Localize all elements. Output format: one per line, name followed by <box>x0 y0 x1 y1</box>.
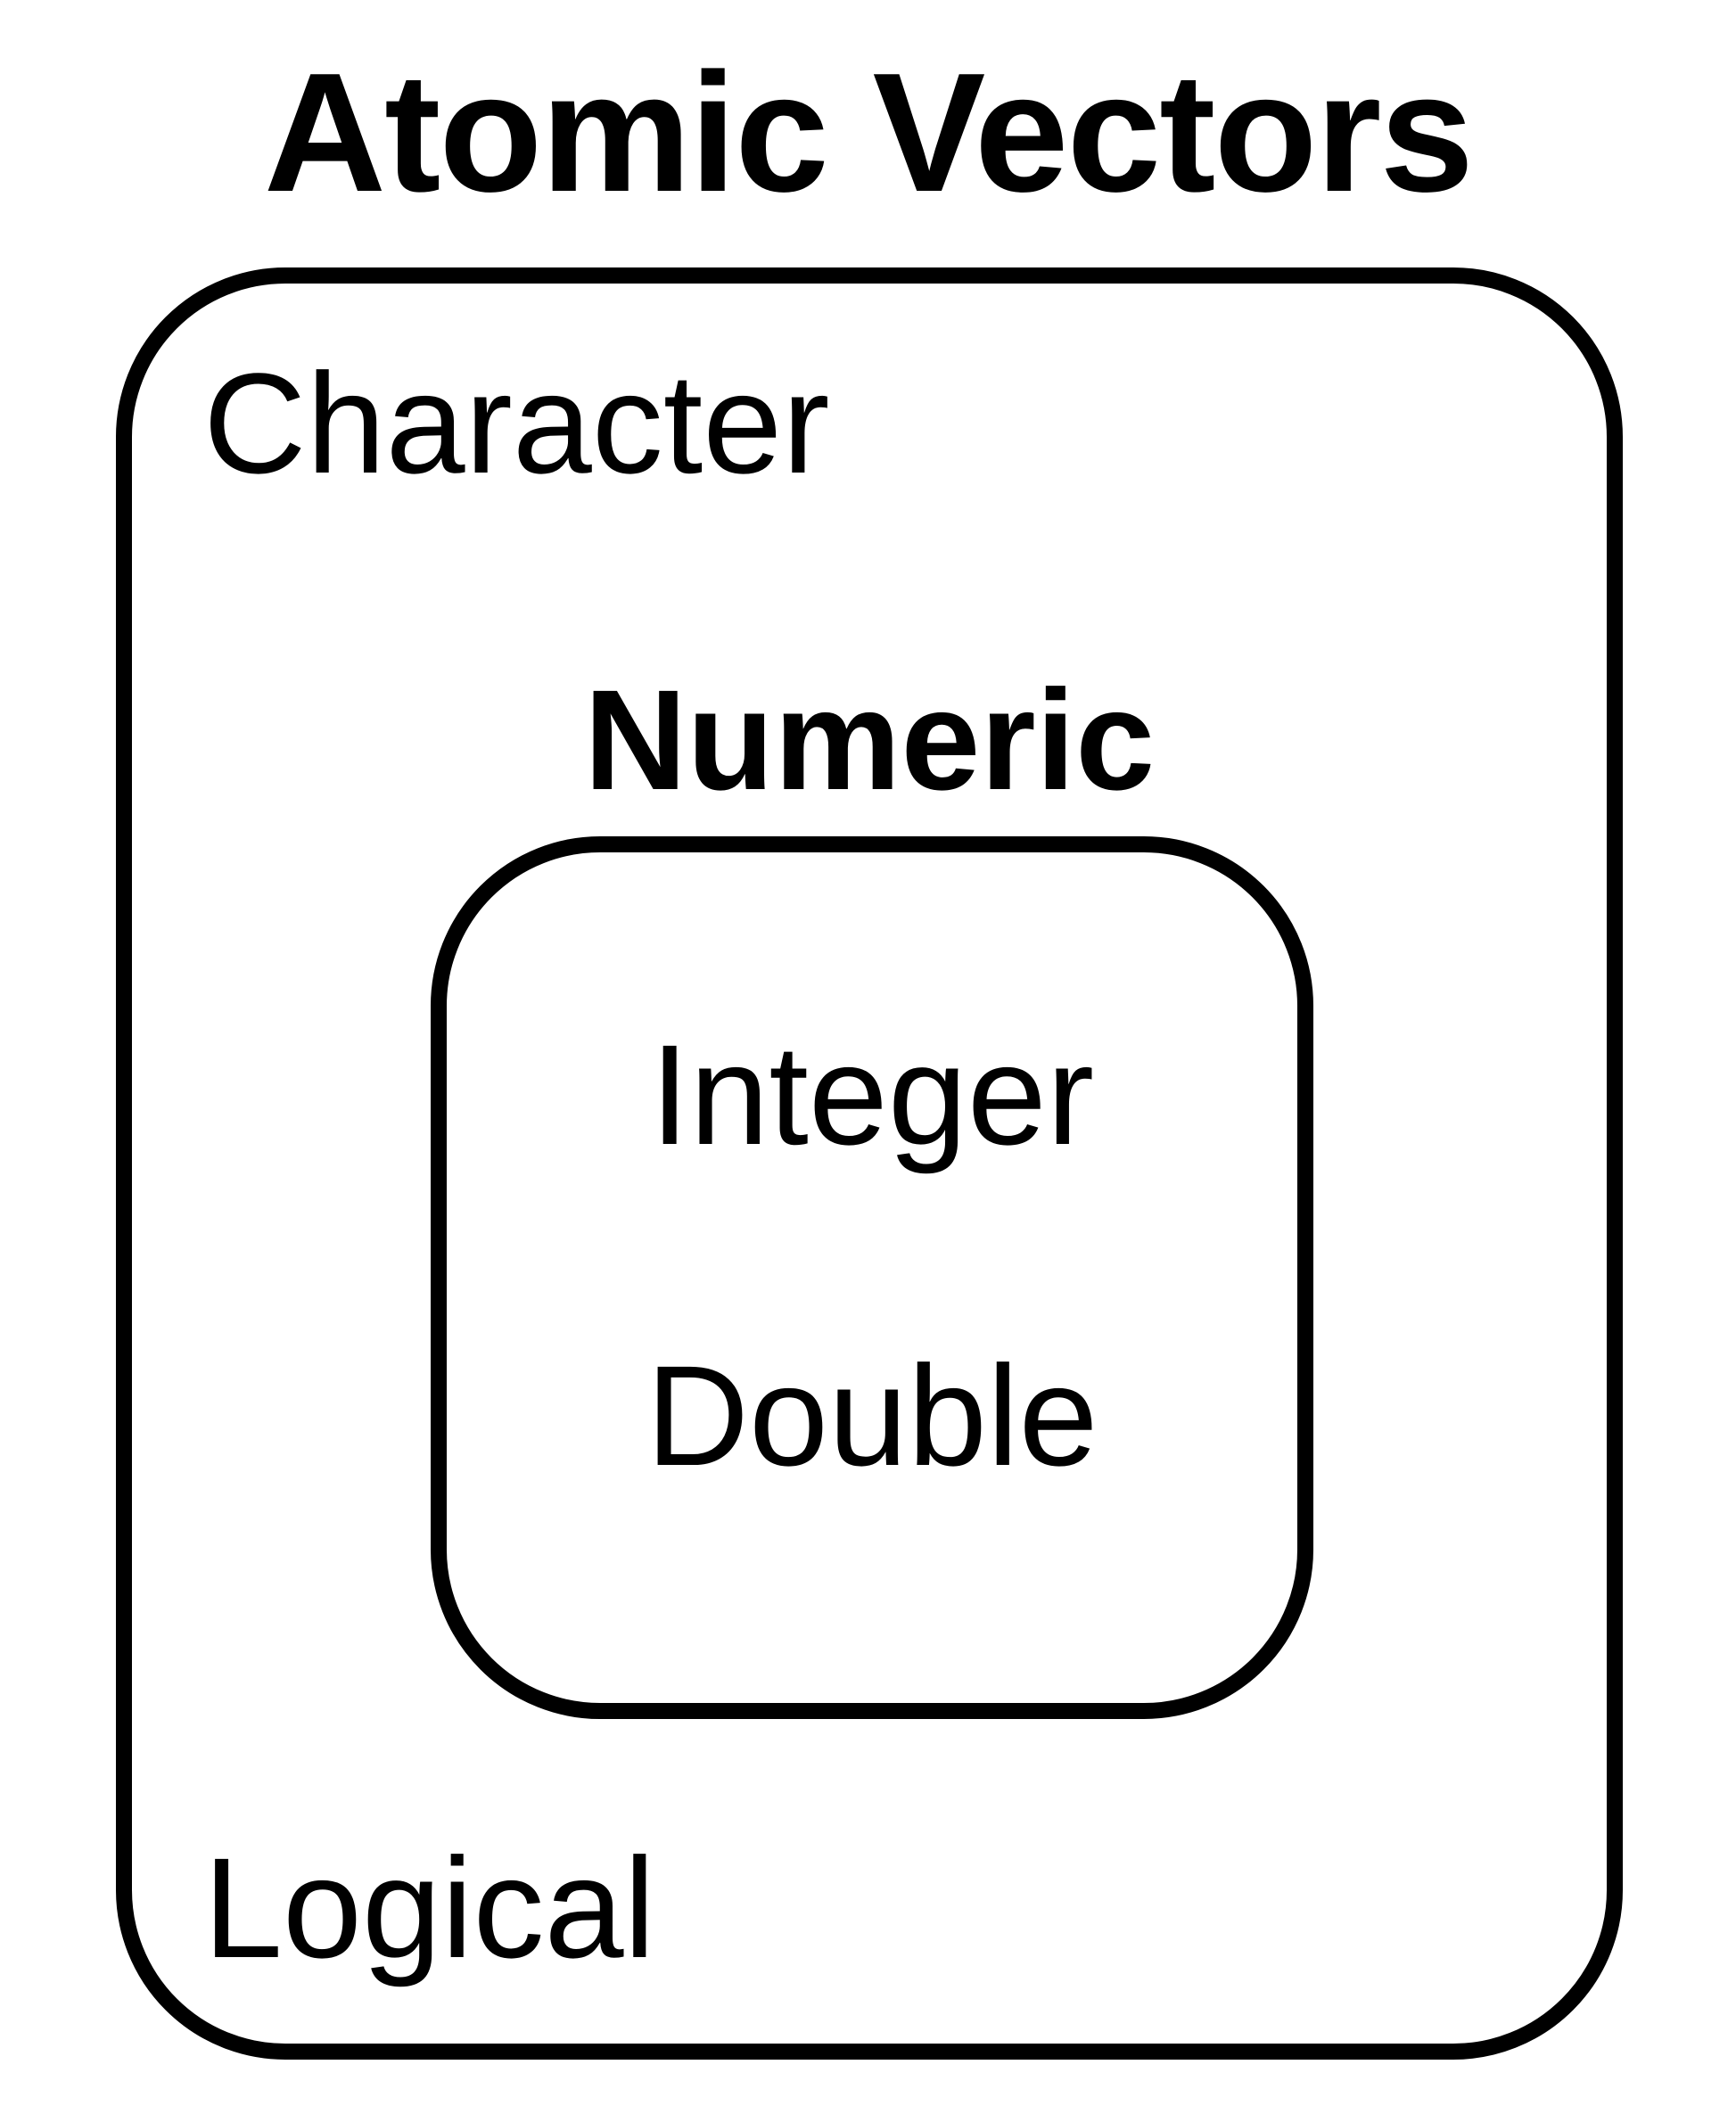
integer-type-label: Integer <box>650 1013 1094 1177</box>
diagram-title: Atomic Vectors <box>264 36 1472 230</box>
inner-numeric-box: Integer Double <box>431 836 1313 1719</box>
outer-container-box: Character Numeric Integer Double Logical <box>116 267 1623 2060</box>
double-type-label: Double <box>646 1334 1098 1498</box>
logical-type-label: Logical <box>203 1826 655 1990</box>
numeric-type-label: Numeric <box>584 658 1155 822</box>
character-type-label: Character <box>203 341 830 506</box>
